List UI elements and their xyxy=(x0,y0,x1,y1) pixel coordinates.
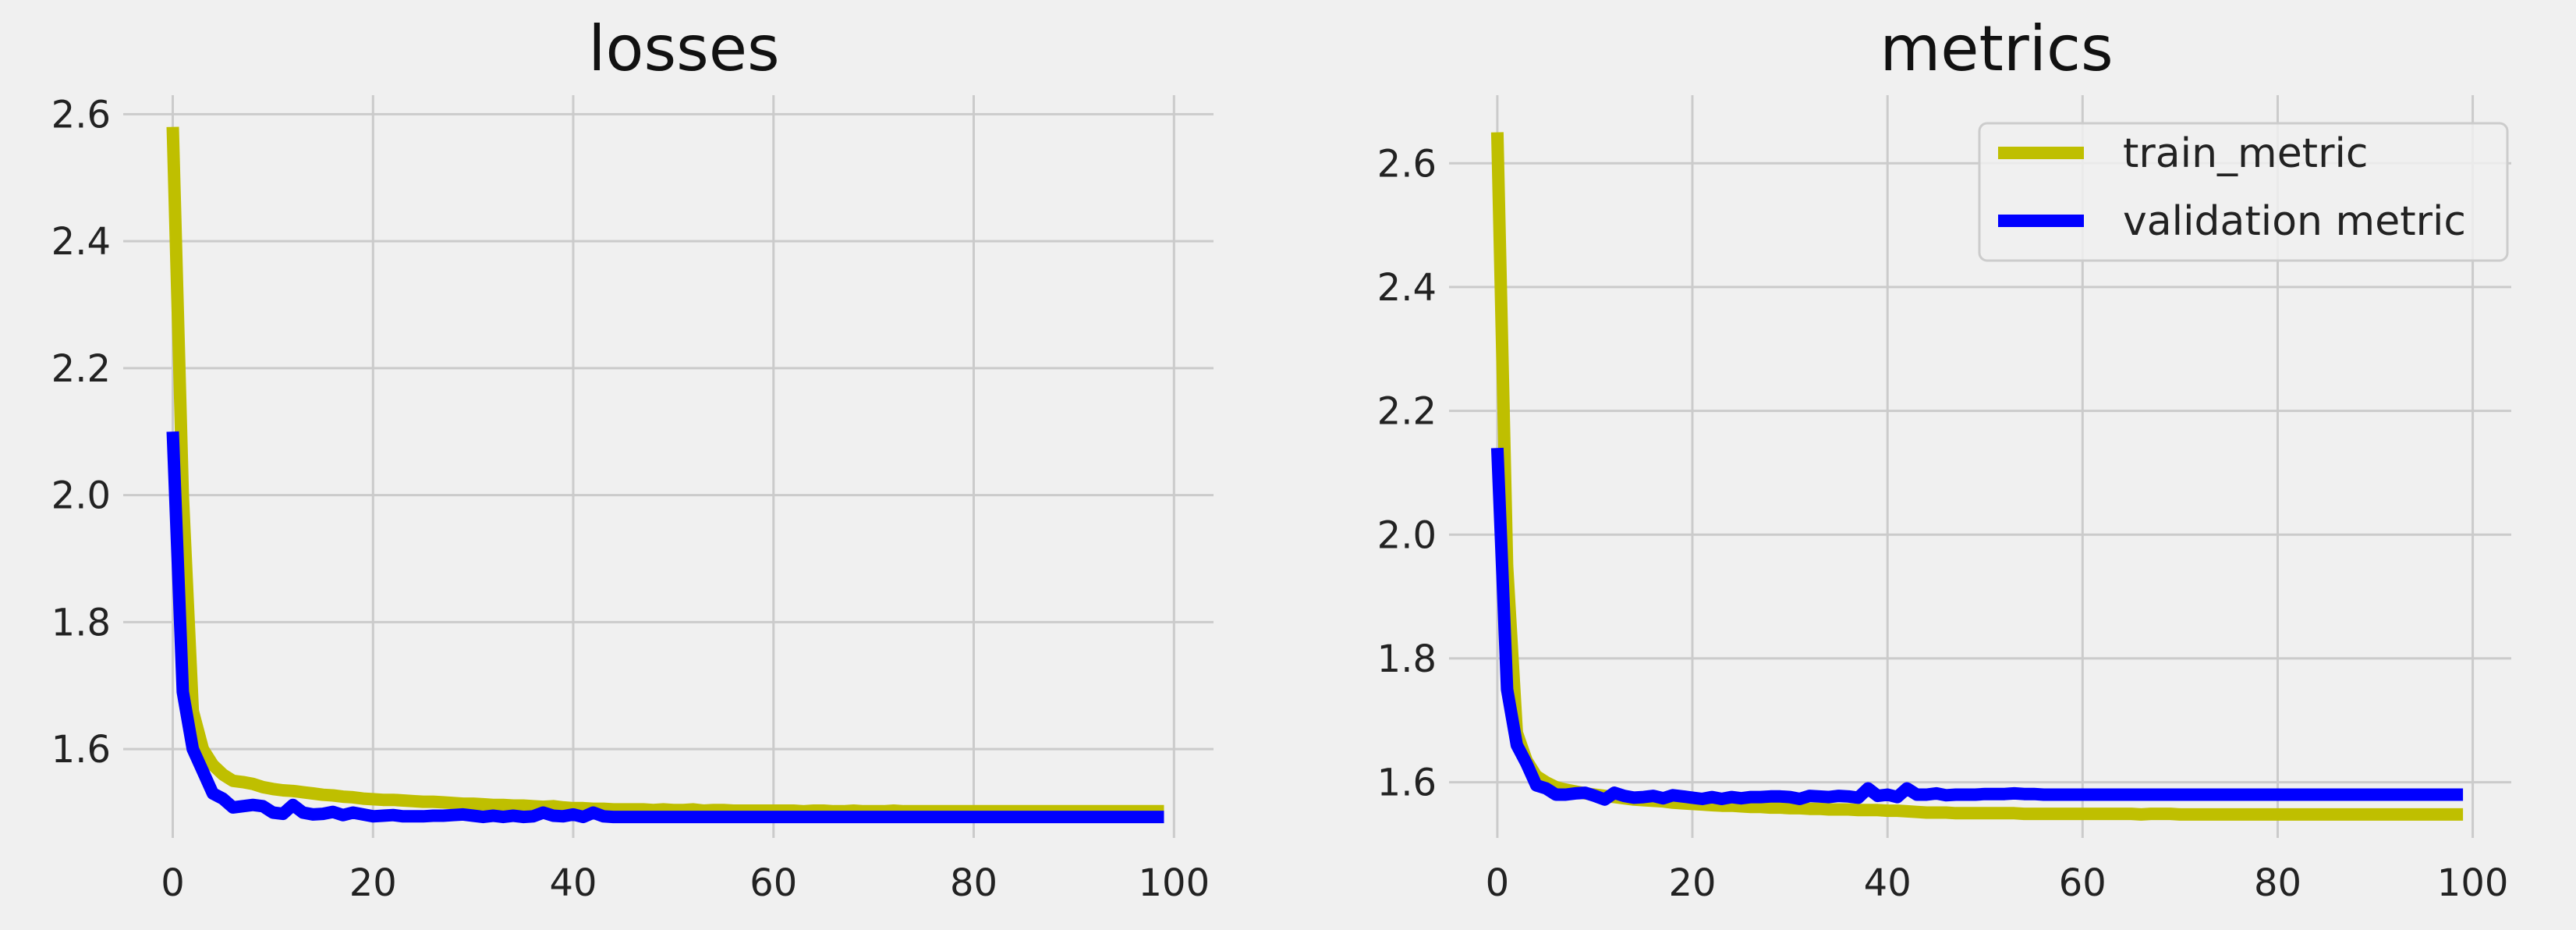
metrics-x-tick-label: 20 xyxy=(1668,861,1716,905)
losses-y-tick-labels: 1.6 1.8 2.0 2.2 2.4 2.6 xyxy=(51,93,111,772)
metrics-x-tick-label: 0 xyxy=(1486,861,1510,905)
losses-x-tick-labels: 0 20 40 60 80 100 xyxy=(161,861,1210,905)
metrics-y-tick-labels: 1.6 1.8 2.0 2.2 2.4 2.6 xyxy=(1377,142,1437,804)
metrics-y-tick-label: 1.6 xyxy=(1377,761,1437,805)
metrics-x-tick-label: 60 xyxy=(2059,861,2107,905)
metrics-chart: metrics 0 20 40 60 80 100 1.61.82.02.22.42.6 … xyxy=(1377,12,2511,905)
legend-label-validation-metric: validation metric xyxy=(2123,198,2466,245)
metrics-x-tick-label: 40 xyxy=(1864,861,1912,905)
losses-y-tick-label: 2.2 xyxy=(51,347,111,391)
metrics-legend: train_metric validation metric xyxy=(1978,122,2509,262)
metrics-y-tick-label: 2.6 xyxy=(1377,142,1437,186)
metrics-x-tick-label: 100 xyxy=(2437,861,2509,905)
metrics-y-tick-label: 1.8 xyxy=(1377,637,1437,681)
metrics-line-validation-metric xyxy=(1490,447,2464,806)
metrics-title: metrics xyxy=(1880,12,2113,85)
losses-series-lines xyxy=(166,126,1164,824)
metrics-x-tick-label: 80 xyxy=(2254,861,2301,905)
losses-line-series-2 xyxy=(166,431,1164,824)
losses-y-tick-label: 1.6 xyxy=(51,728,111,772)
legend-label-train-metric: train_metric xyxy=(2123,130,2369,177)
losses-x-tick-label: 40 xyxy=(549,861,597,905)
losses-x-tick-label: 20 xyxy=(349,861,397,905)
losses-y-tick-label: 1.8 xyxy=(51,601,111,644)
losses-x-tick-label: 80 xyxy=(950,861,997,905)
losses-y-tick-label: 2.4 xyxy=(51,220,111,264)
metrics-y-tick-label: 2.2 xyxy=(1377,390,1437,434)
losses-title: losses xyxy=(588,12,779,85)
losses-x-tick-label: 100 xyxy=(1138,861,1210,905)
losses-x-tick-label: 0 xyxy=(161,861,185,905)
losses-grid xyxy=(123,95,1214,838)
metrics-x-tick-labels: 0 20 40 60 80 100 xyxy=(1486,861,2509,905)
losses-chart: losses 0 20 40 60 80 100 1.6 1.8 2.0 2.2 2.4 2.6 xyxy=(51,12,1214,905)
losses-y-tick-label: 2.0 xyxy=(51,474,111,518)
losses-x-tick-label: 60 xyxy=(749,861,797,905)
metrics-y-tick-label: 2.0 xyxy=(1377,513,1437,557)
legend-box xyxy=(1978,122,2509,262)
metrics-series-lines xyxy=(1490,132,2464,821)
metrics-y-tick-label: 2.4 xyxy=(1377,266,1437,310)
losses-y-tick-label: 2.6 xyxy=(51,93,111,137)
